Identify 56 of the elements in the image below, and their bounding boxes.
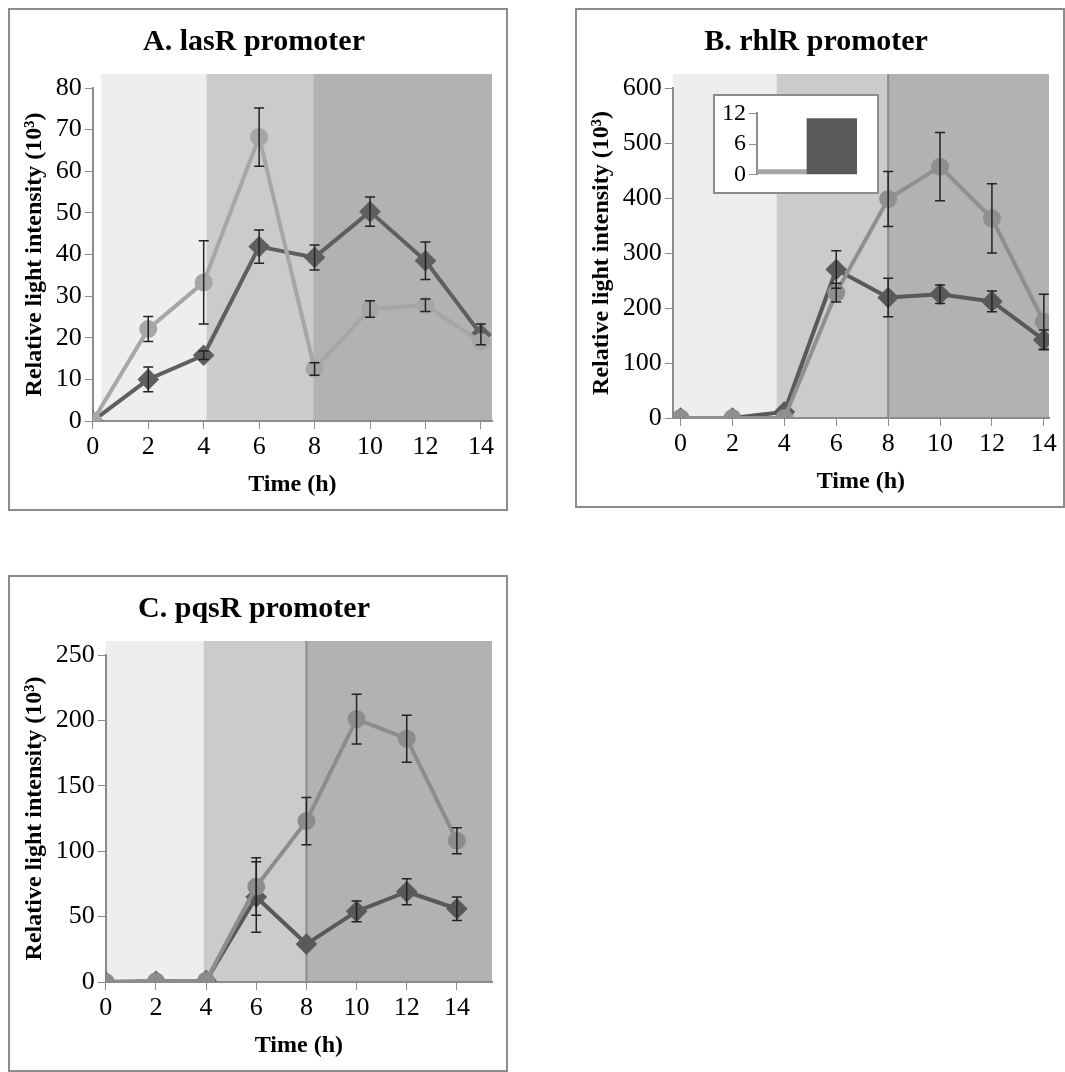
x-tick-label: 0	[674, 428, 688, 458]
chart-title: B. rhlR promoter	[704, 22, 928, 56]
y-axis-title: Relative light intensity (10³)	[586, 111, 613, 395]
x-tick-label: 2	[141, 431, 155, 461]
y-tick-label: 40	[55, 238, 82, 268]
x-tick-label: 6	[252, 431, 266, 461]
y-tick-label: 0	[648, 401, 662, 431]
y-tick-label: 150	[55, 769, 95, 799]
y-tick-label: 80	[55, 71, 82, 101]
y-tick-label: 30	[55, 279, 82, 309]
x-tick-label: 14	[467, 431, 494, 461]
x-tick-label: 12	[393, 992, 420, 1022]
x-tick-label: 10	[343, 992, 370, 1022]
chart-title: C. pqsR promoter	[138, 589, 370, 623]
y-tick-label: 70	[55, 113, 82, 143]
y-tick-label: 50	[68, 900, 95, 930]
x-tick-label: 8	[299, 992, 313, 1022]
x-tick-label: 12	[978, 428, 1005, 458]
y-tick-label: 12	[722, 98, 746, 125]
x-tick-label: 14	[443, 992, 470, 1022]
y-tick-label: 6	[734, 129, 746, 156]
x-tick-label: 12	[412, 431, 439, 461]
x-tick-label: 8	[308, 431, 322, 461]
y-tick-label: 400	[622, 181, 662, 211]
y-tick-label: 20	[55, 321, 82, 351]
y-tick-label: 200	[55, 704, 95, 734]
x-tick-label: 4	[197, 431, 211, 461]
y-tick-label: 0	[734, 159, 746, 186]
y-tick-label: 600	[622, 71, 662, 101]
x-tick-label: 8	[881, 428, 895, 458]
y-tick-label: 500	[622, 126, 662, 156]
y-tick-label: 200	[622, 291, 662, 321]
x-tick-label: 2	[725, 428, 739, 458]
y-tick-label: 100	[622, 346, 662, 376]
y-tick-label: 10	[55, 363, 82, 393]
x-axis-title: Time (h)	[816, 466, 906, 493]
x-tick-label: 6	[829, 428, 843, 458]
chart-title: A. lasR promoter	[143, 22, 365, 56]
x-axis-title: Time (h)	[248, 469, 337, 496]
x-tick-label: 4	[199, 992, 213, 1022]
x-tick-label: 10	[927, 428, 954, 458]
y-tick-label: 300	[622, 236, 662, 266]
y-axis-title: Relative light intensity (10³)	[19, 112, 46, 397]
x-tick-label: 6	[249, 992, 263, 1022]
x-tick-label: 2	[149, 992, 163, 1022]
y-tick-label: 0	[81, 965, 95, 995]
x-tick-label: 4	[777, 428, 791, 458]
y-tick-label: 50	[55, 196, 82, 226]
x-axis-title: Time (h)	[254, 1030, 344, 1057]
y-tick-label: 60	[55, 155, 82, 185]
y-tick-label: 0	[68, 404, 82, 434]
x-tick-label: 10	[357, 431, 384, 461]
y-tick-label: 250	[55, 638, 95, 668]
x-tick-label: 14	[1030, 428, 1057, 458]
y-axis-title: Relative light intensity (10³)	[19, 676, 46, 961]
y-tick-label: 100	[55, 835, 95, 865]
